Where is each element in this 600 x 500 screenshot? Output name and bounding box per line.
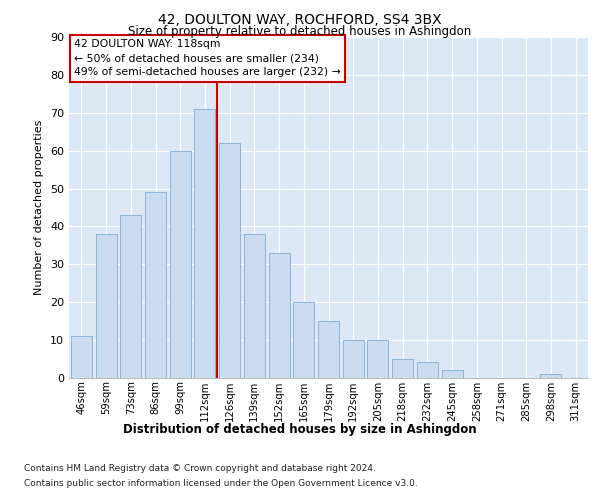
Bar: [71, 336, 92, 378]
Bar: [318, 321, 339, 378]
Text: Contains public sector information licensed under the Open Government Licence v3: Contains public sector information licen…: [24, 479, 418, 488]
Y-axis label: Number of detached properties: Number of detached properties: [34, 120, 44, 295]
Text: Size of property relative to detached houses in Ashingdon: Size of property relative to detached ho…: [128, 25, 472, 38]
Bar: [541, 374, 562, 378]
Bar: [244, 234, 265, 378]
Bar: [293, 302, 314, 378]
Bar: [367, 340, 388, 378]
Bar: [120, 215, 141, 378]
Bar: [269, 253, 290, 378]
Text: Distribution of detached houses by size in Ashingdon: Distribution of detached houses by size …: [123, 422, 477, 436]
Bar: [343, 340, 364, 378]
Text: Contains HM Land Registry data © Crown copyright and database right 2024.: Contains HM Land Registry data © Crown c…: [24, 464, 376, 473]
Bar: [392, 358, 413, 378]
Bar: [442, 370, 463, 378]
Bar: [194, 110, 215, 378]
Bar: [95, 234, 116, 378]
Text: 42 DOULTON WAY: 118sqm
← 50% of detached houses are smaller (234)
49% of semi-de: 42 DOULTON WAY: 118sqm ← 50% of detached…: [74, 39, 341, 77]
Text: 42, DOULTON WAY, ROCHFORD, SS4 3BX: 42, DOULTON WAY, ROCHFORD, SS4 3BX: [158, 12, 442, 26]
Bar: [417, 362, 438, 378]
Bar: [145, 192, 166, 378]
Bar: [219, 144, 240, 378]
Bar: [170, 151, 191, 378]
